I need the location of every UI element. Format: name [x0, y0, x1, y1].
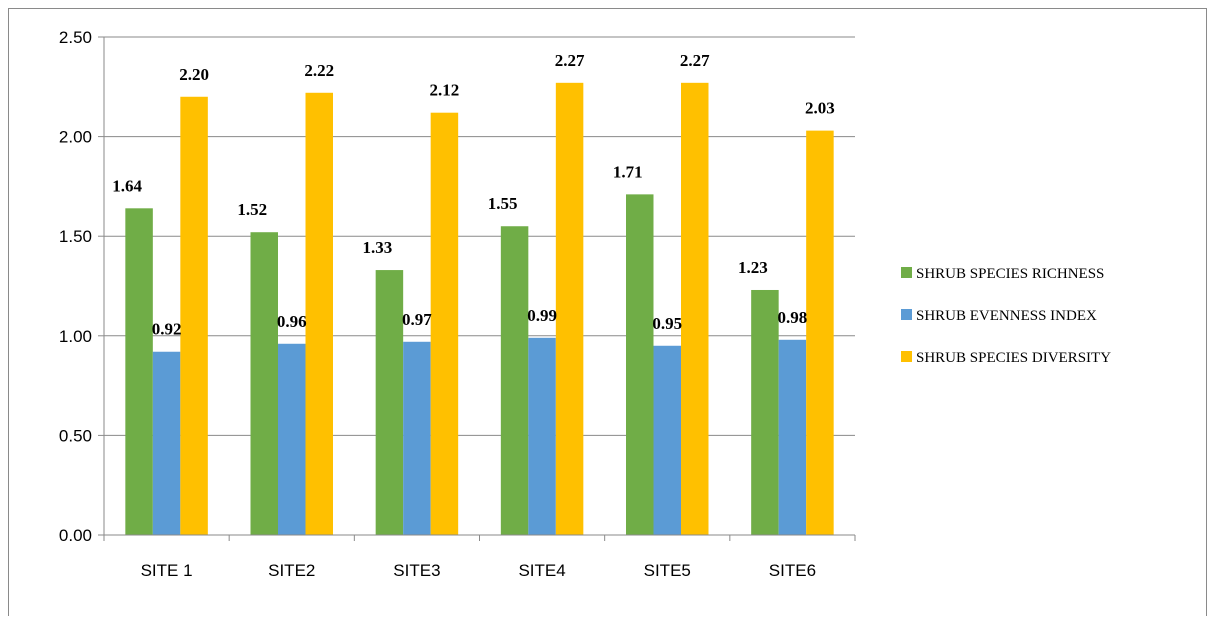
gridlines	[104, 36, 855, 436]
data-label: 0.98	[778, 308, 808, 327]
y-axis-ticks: 0.00 0.50 1.00 1.50 2.00 2.50	[59, 28, 104, 545]
bar	[250, 232, 278, 535]
data-label: 0.92	[152, 320, 182, 339]
bar	[778, 339, 807, 535]
data-label: 0.96	[277, 312, 307, 331]
data-label: 2.27	[555, 51, 585, 70]
x-tick-label: SITE4	[518, 561, 565, 580]
y-tick-label: 0.00	[59, 526, 92, 545]
x-tick-label: SITE 1	[141, 561, 193, 580]
bar	[555, 82, 584, 535]
bar	[653, 345, 681, 535]
bar	[681, 82, 709, 535]
data-label: 1.33	[363, 238, 393, 257]
bar	[430, 112, 459, 536]
data-label: 1.23	[738, 258, 768, 277]
bars	[125, 82, 834, 536]
bar	[375, 270, 404, 535]
x-tick-label: SITE6	[769, 561, 816, 580]
x-tick-label: SITE3	[393, 561, 440, 580]
legend-label: SHRUB SPECIES DIVERSITY	[916, 350, 1111, 366]
bar	[528, 337, 556, 535]
data-label: 2.12	[430, 81, 460, 100]
legend: SHRUB SPECIES RICHNESS SHRUB EVENNESS IND…	[901, 266, 1111, 366]
legend-label: SHRUB EVENNESS INDEX	[916, 308, 1097, 324]
y-tick-label: 1.00	[59, 327, 92, 346]
y-tick-label: 0.50	[59, 426, 92, 445]
data-label: 0.99	[527, 306, 557, 325]
data-label: 2.27	[680, 51, 710, 70]
data-label: 0.95	[652, 314, 682, 333]
data-label: 2.20	[179, 65, 209, 84]
axes	[103, 37, 855, 536]
legend-label: SHRUB SPECIES RICHNESS	[916, 266, 1104, 282]
bar	[180, 96, 208, 535]
data-label: 2.22	[304, 61, 334, 80]
data-labels: 1.64 0.92 2.20 1.52 0.96 2.22 1.33 0.97 2.12 1.55…	[112, 51, 835, 339]
legend-swatch	[901, 351, 912, 362]
legend-swatch	[901, 267, 912, 278]
data-label: 1.71	[613, 162, 643, 181]
data-label: 0.97	[402, 310, 432, 329]
chart-frame	[8, 8, 1207, 616]
y-tick-label: 2.00	[59, 128, 92, 147]
bar	[152, 351, 181, 535]
data-label: 2.03	[805, 99, 835, 118]
legend-swatch	[901, 309, 912, 320]
bar	[626, 194, 654, 536]
bar	[500, 226, 529, 536]
bar	[806, 130, 834, 535]
bar	[403, 341, 431, 535]
y-tick-label: 1.50	[59, 227, 92, 246]
data-label: 1.64	[112, 176, 142, 195]
bar	[305, 92, 333, 535]
bar	[278, 343, 306, 535]
data-label: 1.52	[237, 200, 267, 219]
bar	[125, 208, 153, 535]
x-tick-label: SITE2	[268, 561, 315, 580]
x-tick-label: SITE5	[644, 561, 691, 580]
bar	[751, 289, 779, 535]
y-tick-label: 2.50	[59, 28, 92, 47]
x-axis-ticks: SITE 1 SITE2 SITE3 SITE4 SITE5 SITE6	[103, 535, 856, 580]
data-label: 1.55	[488, 194, 518, 213]
